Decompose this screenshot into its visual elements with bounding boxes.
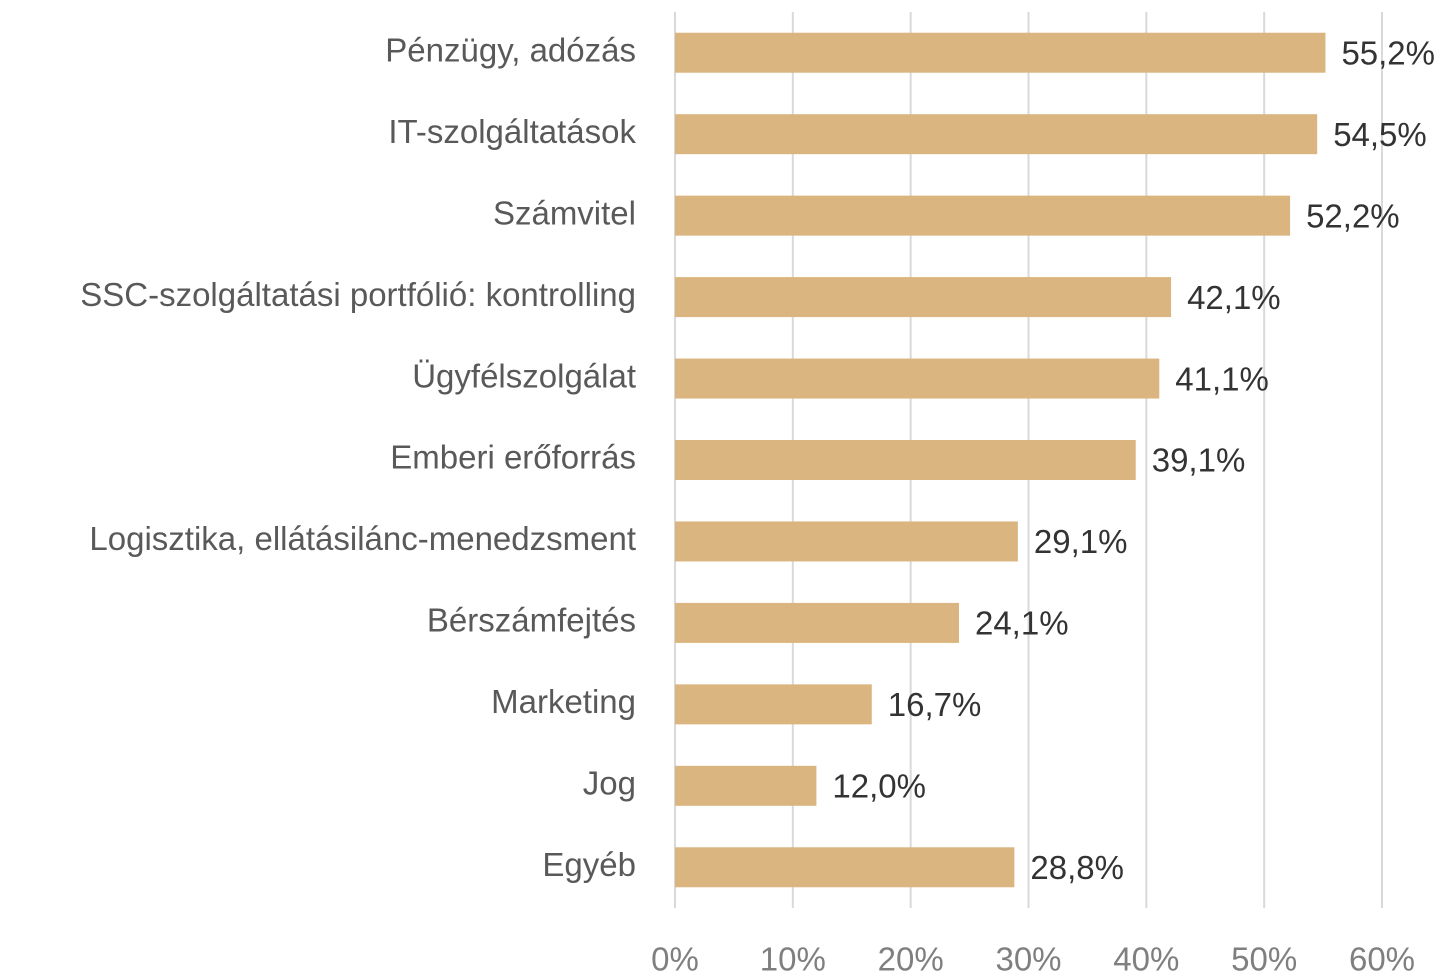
x-tick-label: 0% — [651, 941, 699, 978]
y-tick-label: Számvitel — [493, 194, 636, 231]
value-label: 12,0% — [832, 768, 926, 805]
x-tick-label: 40% — [1113, 941, 1179, 978]
y-tick-label: Logisztika, ellátásilánc-menedzsment — [89, 520, 636, 557]
x-tick-label: 60% — [1349, 941, 1415, 978]
x-tick-label: 30% — [995, 941, 1061, 978]
bar — [675, 114, 1318, 155]
value-label: 28,8% — [1030, 849, 1124, 886]
y-tick-label: IT-szolgáltatások — [388, 113, 636, 150]
value-label: 41,1% — [1175, 360, 1269, 397]
x-tick-label: 20% — [878, 941, 944, 978]
y-tick-label: Marketing — [491, 683, 636, 720]
bar — [675, 602, 959, 643]
x-tick-label: 50% — [1231, 941, 1297, 978]
value-label: 24,1% — [975, 605, 1069, 642]
y-tick-label: Ügyfélszolgálat — [412, 357, 636, 394]
y-tick-label: Egyéb — [542, 846, 636, 883]
bar — [675, 32, 1326, 73]
y-tick-label: Bérszámfejtés — [427, 602, 636, 639]
value-label: 55,2% — [1341, 34, 1435, 71]
y-tick-label: Emberi erőforrás — [390, 439, 636, 476]
bar — [675, 684, 872, 725]
bar — [675, 358, 1160, 399]
y-tick-label: Pénzügy, adózás — [385, 31, 636, 68]
value-label: 42,1% — [1187, 279, 1281, 316]
bar — [675, 277, 1172, 318]
bar — [675, 847, 1015, 888]
value-label: 54,5% — [1333, 116, 1427, 153]
bar — [675, 521, 1018, 562]
value-label: 39,1% — [1152, 442, 1246, 479]
value-label: 29,1% — [1034, 523, 1128, 560]
value-label: 52,2% — [1306, 197, 1400, 234]
y-tick-label: SSC-szolgáltatási portfólió: kontrolling — [80, 276, 636, 313]
x-tick-label: 10% — [760, 941, 826, 978]
y-tick-label: Jog — [583, 765, 636, 802]
bar — [675, 195, 1291, 236]
value-label: 16,7% — [888, 686, 982, 723]
bar — [675, 765, 817, 806]
bar — [675, 440, 1136, 480]
